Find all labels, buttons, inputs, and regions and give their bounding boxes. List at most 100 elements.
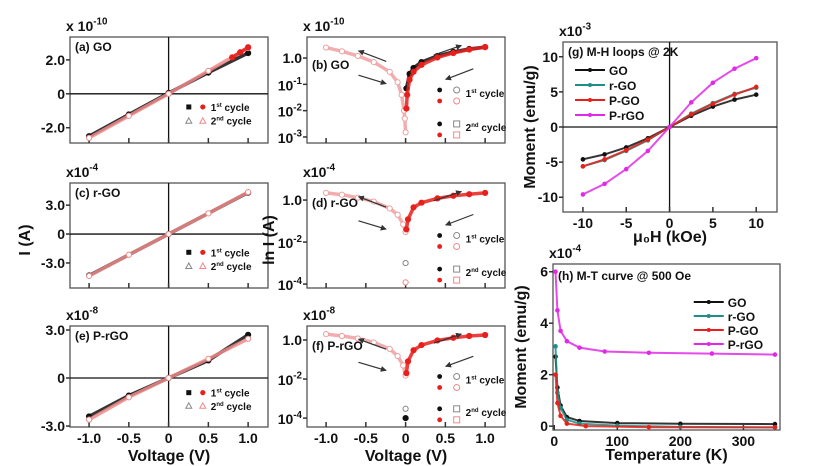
- legend-marker-square: [186, 104, 192, 110]
- legend-num: 1: [211, 103, 217, 114]
- data-point: [645, 148, 651, 154]
- legend-label: 2nd cycle: [211, 402, 252, 413]
- legend-marker: [706, 328, 711, 332]
- data-point: [404, 91, 411, 98]
- legend-label: P-GO: [609, 94, 640, 108]
- data-point: [125, 394, 132, 401]
- data-point: [555, 400, 560, 406]
- legend-marker-filled: [437, 266, 443, 272]
- series-f-0: [322, 331, 409, 379]
- legend-label: 2nd cycle: [211, 117, 252, 128]
- legend-sup: nd: [471, 268, 479, 274]
- series-d-1: [403, 189, 489, 233]
- legend-label: P-rGO: [609, 109, 644, 123]
- panel-title: (a) GO: [75, 40, 112, 54]
- legend-rest: cycle: [224, 262, 252, 273]
- data-point: [322, 189, 330, 196]
- y-tick-label-base: 10: [278, 411, 294, 427]
- data-point: [394, 211, 401, 218]
- y-tick-label: 5: [550, 84, 558, 100]
- data-point: [386, 205, 393, 212]
- legend-marker-triangle: [184, 261, 193, 269]
- x-tick-label: 0: [402, 430, 410, 446]
- y-tick-label: -3.0: [41, 255, 65, 271]
- y-tick-label-base: 10: [278, 130, 294, 146]
- legend-sup: st: [471, 235, 476, 241]
- sweep-direction-arrow: [357, 338, 387, 350]
- sweep-direction-arrow: [357, 195, 387, 208]
- data-point: [338, 332, 346, 340]
- axis-multiplier: x10-4: [549, 244, 582, 261]
- data-point: [602, 157, 607, 162]
- data-point: [394, 79, 401, 86]
- axis-multiplier-base: x10: [303, 307, 327, 323]
- legend-rest: cycle: [477, 376, 505, 387]
- y-tick-label-base: 10: [278, 372, 294, 388]
- legend-marker-hollow-square: [453, 276, 461, 284]
- data-point: [418, 341, 425, 349]
- sweep-direction-arrow: [357, 49, 387, 62]
- x-tick-label: 0: [666, 215, 674, 231]
- series-d-2: [402, 259, 409, 267]
- x-tick-label: -1.0: [314, 430, 338, 446]
- legend-entry: r-GO: [575, 79, 636, 93]
- data-point: [165, 90, 172, 97]
- data-point: [688, 112, 694, 117]
- data-point: [434, 54, 441, 61]
- data-point: [564, 338, 570, 344]
- legend-marker-circle: [200, 104, 206, 110]
- legend-entry: 1st cycle: [186, 389, 250, 400]
- legend-marker-hollow-square: [453, 405, 461, 413]
- data-point: [580, 164, 586, 169]
- legend-marker-filled: [437, 244, 443, 249]
- sweep-direction-arrow: [358, 361, 387, 372]
- legend-marker-hollow-circle: [453, 373, 461, 380]
- data-point: [125, 112, 132, 119]
- y-tick-label: 4: [540, 315, 548, 331]
- data-point: [623, 147, 629, 153]
- y-axis-label: Moment (emu/g): [522, 65, 539, 189]
- series-line: [325, 45, 408, 133]
- series-a-2: [229, 44, 252, 61]
- data-point: [667, 124, 672, 130]
- x-tick-label: 200: [669, 433, 693, 449]
- legend-sup: st: [216, 389, 221, 395]
- legend-label: r-GO: [728, 310, 755, 324]
- y-tick-label: -10: [538, 189, 558, 205]
- legend-sup: st: [216, 248, 221, 254]
- panel-title: (e) P-rGO: [75, 329, 128, 343]
- data-point: [732, 92, 737, 97]
- legend-marker-filled: [437, 121, 443, 127]
- legend-label: 1st cycle: [466, 89, 505, 100]
- legend-sup: nd: [216, 117, 224, 123]
- legend-sup: nd: [216, 262, 224, 268]
- data-point: [85, 416, 93, 423]
- axis-multiplier-exponent: -10: [93, 17, 108, 28]
- legend-label: 2nd cycle: [211, 262, 252, 273]
- data-point: [482, 331, 489, 339]
- y-tick-label-exponent: -3: [293, 129, 302, 140]
- y-tick-label: 2: [540, 367, 548, 383]
- data-point: [583, 423, 589, 429]
- legend-marker-filled: [437, 87, 443, 93]
- data-point: [400, 221, 407, 228]
- x-tick-label: -1.0: [77, 430, 101, 446]
- sweep-direction-arrow: [358, 220, 387, 231]
- legend-marker: [706, 300, 711, 304]
- legend-marker-hollow-square: [453, 131, 461, 139]
- legend-marker: [588, 113, 592, 117]
- legend-label: GO: [609, 64, 628, 78]
- data-point: [553, 372, 558, 377]
- panel-title: (d) r-GO: [312, 196, 358, 210]
- axis-multiplier-exponent: -8: [326, 306, 335, 317]
- axis-multiplier-base: x10: [559, 23, 583, 39]
- legend-entry: P-rGO: [693, 338, 763, 352]
- legend-num: 2: [466, 408, 472, 419]
- axis-multiplier: x 10-10: [66, 17, 108, 34]
- x-tick-label: 0.5: [199, 430, 219, 446]
- y-tick-label-base: 10: [278, 77, 294, 93]
- axis-multiplier-exponent: -10: [330, 17, 345, 28]
- series-f-3: [402, 414, 409, 422]
